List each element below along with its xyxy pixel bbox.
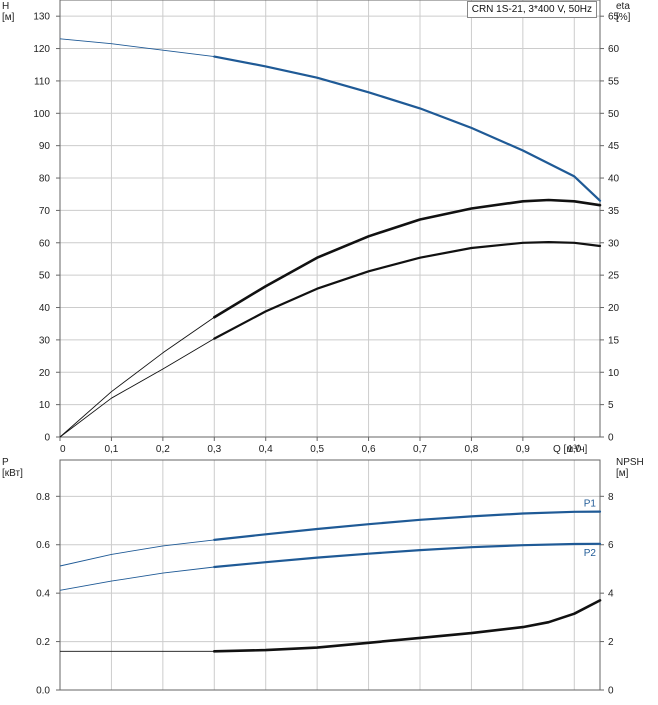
lower-series-1-line	[213, 542, 602, 569]
upper-y-left-unit: [м]	[2, 12, 15, 23]
upper-series-2-line	[213, 241, 602, 340]
lower-y-left-tick-label: 0.4	[36, 589, 50, 600]
upper-y-left-tick-label: 30	[39, 335, 51, 346]
upper-y-right-tick-label: 50	[608, 109, 620, 120]
series-label-p2: P2	[584, 548, 597, 559]
x-axis-label: Q [м³/ч]	[553, 444, 588, 455]
upper-y-right-tick-label: 30	[608, 238, 620, 249]
upper-y-left-tick-label: 80	[39, 174, 51, 185]
upper-y-right-tick-label: 25	[608, 271, 620, 282]
upper-y-right-tick-label: 40	[608, 174, 620, 185]
x-tick-label: 0,4	[259, 444, 273, 455]
upper-series-1-extrapolated	[59, 316, 215, 438]
lower-series-0-line	[213, 510, 602, 542]
lower-y-right-tick-label: 2	[608, 637, 614, 648]
upper-y-right-tick-label: 5	[608, 400, 614, 411]
upper-y-right-tick-label: 55	[608, 76, 620, 87]
lower-y-right-tick-label: 4	[608, 589, 614, 600]
upper-series-2-extrapolated	[59, 338, 215, 438]
chart-title: CRN 1S-21, 3*400 V, 50Hz	[466, 1, 597, 18]
upper-y-right-tick-label: 0	[608, 433, 614, 444]
upper-y-right-unit: [%]	[616, 12, 631, 23]
x-tick-label: 0,9	[516, 444, 530, 455]
x-tick-label: 0	[60, 444, 66, 455]
x-tick-label: 0,7	[413, 444, 427, 455]
upper-y-left-tick-label: 90	[39, 141, 51, 152]
lower-y-right-unit: [м]	[616, 468, 629, 479]
lower-y-left-tick-label: 0.2	[36, 637, 50, 648]
lower-y-right-tick-label: 8	[608, 492, 614, 503]
lower-series-2-line	[213, 599, 602, 653]
upper-series-1-line	[213, 198, 602, 319]
upper-y-left-tick-label: 0	[44, 433, 50, 444]
lower-plot-frame	[59, 459, 601, 691]
x-tick-label: 0,8	[464, 444, 478, 455]
lower-y-left-tick-label: 0.0	[36, 686, 50, 697]
upper-y-right-tick-label: 60	[608, 44, 620, 55]
x-tick-label: 0,5	[310, 444, 324, 455]
upper-y-right-tick-label: 20	[608, 303, 620, 314]
upper-y-left-tick-label: 50	[39, 271, 51, 282]
upper-y-left-tick-label: 110	[34, 76, 50, 87]
lower-y-right-label: NPSH	[616, 457, 644, 468]
upper-y-right-tick-label: 10	[608, 368, 620, 379]
lower-y-right-tick-label: 6	[608, 540, 614, 551]
upper-y-left-label: H	[2, 1, 9, 12]
x-tick-label: 0,1	[104, 444, 118, 455]
upper-y-left-tick-label: 60	[39, 238, 51, 249]
upper-y-left-tick-label: 20	[39, 368, 51, 379]
upper-y-left-tick-label: 100	[33, 109, 50, 120]
series-label-p1: P1	[584, 499, 597, 510]
lower-series-1-extrapolated	[59, 566, 215, 591]
lower-y-left-tick-label: 0.6	[36, 540, 50, 551]
upper-y-left-tick-label: 10	[39, 400, 51, 411]
upper-y-left-tick-label: 70	[39, 206, 51, 217]
upper-y-right-tick-label: 35	[608, 206, 620, 217]
x-tick-label: 0,2	[156, 444, 170, 455]
upper-y-right-tick-label: 65	[608, 12, 620, 23]
x-tick-label: 1,0	[567, 444, 581, 455]
lower-y-left-label: P	[2, 457, 9, 468]
upper-series-0-line	[213, 55, 602, 202]
upper-y-right-tick-label: 45	[608, 141, 620, 152]
lower-y-right-tick-label: 0	[608, 686, 614, 697]
x-tick-label: 0,6	[362, 444, 376, 455]
upper-y-left-tick-label: 40	[39, 303, 51, 314]
lower-series-0-extrapolated	[59, 539, 215, 567]
upper-y-right-label: eta	[616, 1, 630, 12]
upper-y-left-tick-label: 130	[33, 12, 50, 23]
upper-series-0-extrapolated	[59, 38, 215, 58]
upper-y-left-tick-label: 120	[33, 44, 50, 55]
lower-y-left-tick-label: 0.8	[36, 492, 50, 503]
x-tick-label: 0,3	[207, 444, 221, 455]
upper-plot-frame	[59, 0, 601, 438]
upper-y-right-tick-label: 15	[608, 335, 620, 346]
lower-y-left-unit: [кВт]	[2, 468, 23, 479]
